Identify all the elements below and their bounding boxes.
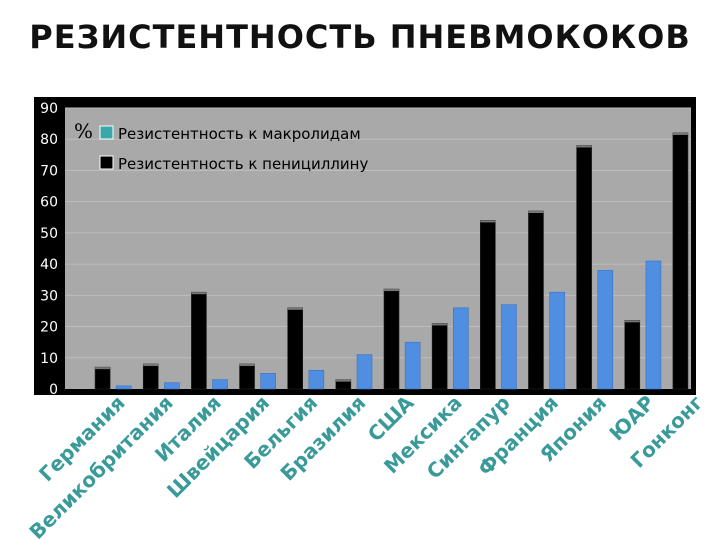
y-tick-label: 0 bbox=[49, 382, 58, 398]
bar-penicillin-cap bbox=[143, 364, 159, 367]
bar-penicillin bbox=[431, 323, 448, 390]
legend-swatch-macrolide bbox=[99, 125, 114, 140]
legend-swatch-penicillin bbox=[99, 155, 114, 170]
y-tick-label: 60 bbox=[40, 195, 58, 211]
bar-macrolide bbox=[597, 270, 614, 390]
y-tick-label: 40 bbox=[40, 257, 58, 273]
bar-penicillin bbox=[191, 291, 207, 390]
bar-macrolide bbox=[549, 291, 565, 390]
bar-penicillin-cap bbox=[384, 289, 399, 292]
bar-penicillin-cap bbox=[335, 379, 351, 382]
bar-penicillin-cap bbox=[528, 211, 544, 214]
bar-macrolide bbox=[260, 373, 276, 390]
bar-penicillin-cap bbox=[239, 364, 255, 367]
y-tick-label: 20 bbox=[40, 320, 58, 336]
y-axis: 0 10 20 30 40 50 60 70 80 90 bbox=[40, 101, 58, 398]
y-tick-label: 50 bbox=[40, 226, 58, 242]
bar-penicillin bbox=[528, 210, 544, 390]
bar-penicillin bbox=[624, 320, 641, 390]
bar-penicillin bbox=[142, 363, 159, 390]
bar-penicillin bbox=[480, 220, 496, 390]
bar-penicillin bbox=[672, 132, 689, 390]
legend-label-penicillin: Резистентность к пенициллину bbox=[118, 155, 368, 173]
bar-penicillin-cap bbox=[191, 292, 207, 295]
y-tick-label: 80 bbox=[40, 132, 58, 148]
bar-penicillin bbox=[287, 307, 303, 390]
bar-penicillin-cap bbox=[432, 323, 448, 326]
bar-macrolide bbox=[404, 341, 421, 390]
bar-penicillin bbox=[576, 145, 592, 390]
plot-area bbox=[65, 108, 691, 389]
legend: % Резистентность к макролидам Резистентн… bbox=[74, 119, 368, 173]
bar-penicillin-cap bbox=[672, 132, 688, 135]
bar-penicillin bbox=[383, 288, 400, 390]
page-title: РЕЗИСТЕНТНОСТЬ ПНЕВМОКОКОВ bbox=[29, 18, 691, 56]
x-axis: ГерманияВеликобританияИталияШвейцарияБел… bbox=[24, 390, 707, 540]
bars bbox=[94, 132, 689, 390]
bar-macrolide bbox=[115, 385, 132, 390]
bar-penicillin bbox=[94, 366, 111, 390]
bar-macrolide bbox=[453, 307, 469, 390]
y-tick-label: 10 bbox=[40, 351, 58, 367]
bar-penicillin-cap bbox=[480, 220, 496, 223]
bar-penicillin bbox=[239, 363, 255, 390]
bar-penicillin-cap bbox=[287, 307, 303, 310]
bar-penicillin-cap bbox=[624, 320, 640, 323]
legend-label-macrolide: Резистентность к макролидам bbox=[118, 125, 361, 143]
y-tick-label: 90 bbox=[40, 101, 58, 117]
bar-macrolide bbox=[645, 260, 662, 390]
bar-penicillin-cap bbox=[95, 367, 111, 370]
bar-macrolide bbox=[356, 354, 373, 390]
bar-penicillin-cap bbox=[576, 145, 592, 148]
unit-label: % bbox=[74, 119, 93, 143]
bar-macrolide bbox=[164, 382, 180, 390]
y-tick-label: 70 bbox=[40, 163, 58, 179]
bar-macrolide bbox=[501, 304, 517, 390]
bar-macrolide bbox=[308, 369, 325, 390]
bar-macrolide bbox=[212, 379, 228, 390]
y-tick-label: 30 bbox=[40, 288, 58, 304]
